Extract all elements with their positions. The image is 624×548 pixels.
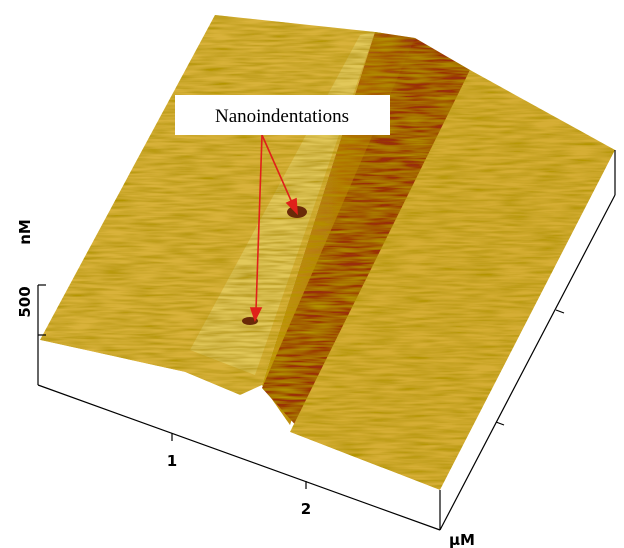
annotation-label: Nanoindentations	[215, 106, 349, 127]
x-tick-label: 1	[167, 452, 177, 470]
z-label: nM	[16, 219, 34, 245]
x-label: µM	[449, 531, 475, 548]
y-tick	[556, 310, 564, 313]
afm-figure: nM 500 1 2 µM Nanoindentations	[0, 0, 624, 548]
y-tick	[496, 422, 504, 425]
z-tick-label: 500	[16, 286, 34, 317]
x-tick-label: 2	[301, 500, 311, 518]
surface	[40, 15, 615, 490]
